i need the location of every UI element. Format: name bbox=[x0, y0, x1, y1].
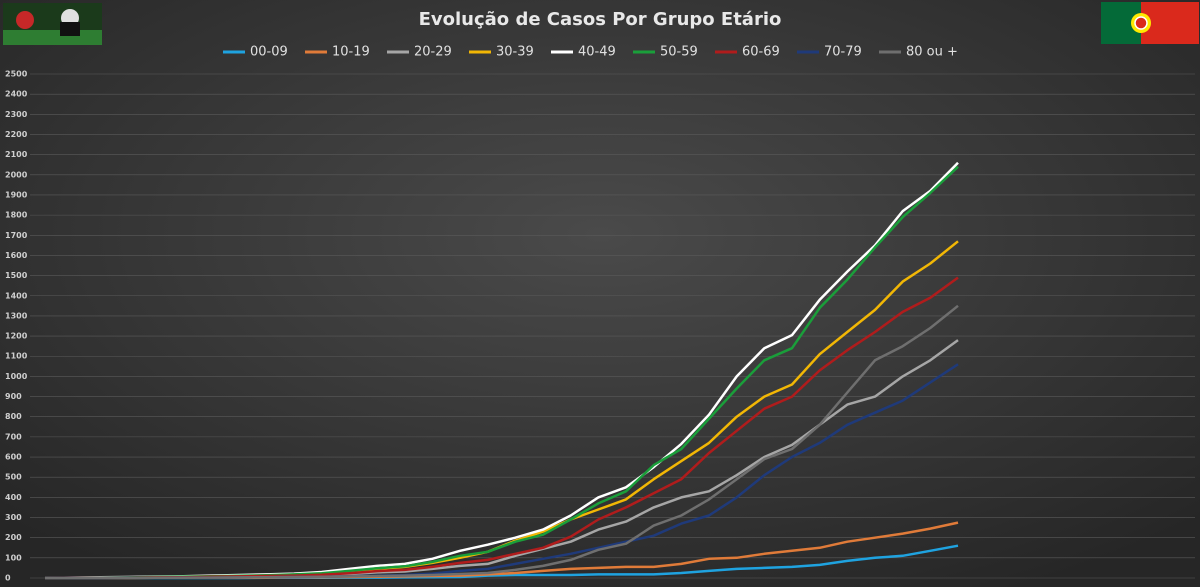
y-tick-label: 300 bbox=[5, 513, 22, 522]
legend-label: 70-79 bbox=[824, 45, 862, 60]
y-tick-label: 2300 bbox=[5, 110, 28, 119]
legend-label: 80 ou + bbox=[906, 45, 958, 60]
legend-label: 00-09 bbox=[250, 45, 288, 60]
legend-label: 60-69 bbox=[742, 45, 780, 60]
y-tick-label: 2100 bbox=[5, 150, 28, 159]
y-tick-label: 0 bbox=[5, 574, 11, 583]
y-tick-label: 1300 bbox=[5, 311, 28, 320]
y-tick-label: 600 bbox=[5, 453, 22, 462]
legend-label: 40-49 bbox=[578, 45, 616, 60]
legend-label: 10-19 bbox=[332, 45, 370, 60]
y-tick-label: 1800 bbox=[5, 211, 28, 220]
y-tick-label: 2200 bbox=[5, 130, 28, 139]
y-tick-label: 1200 bbox=[5, 332, 28, 341]
y-tick-label: 1500 bbox=[5, 271, 28, 280]
y-tick-label: 100 bbox=[5, 553, 22, 562]
y-tick-label: 900 bbox=[5, 392, 22, 401]
y-tick-label: 400 bbox=[5, 493, 22, 502]
y-tick-label: 1700 bbox=[5, 231, 28, 240]
logo bbox=[3, 3, 102, 45]
y-tick-label: 200 bbox=[5, 533, 22, 542]
chart-title: Evolução de Casos Por Grupo Etário bbox=[419, 9, 782, 30]
y-tick-label: 2500 bbox=[5, 70, 28, 79]
y-tick-label: 500 bbox=[5, 473, 22, 482]
y-tick-label: 1000 bbox=[5, 372, 28, 381]
legend-label: 20-29 bbox=[414, 45, 452, 60]
legend-label: 50-59 bbox=[660, 45, 698, 60]
y-tick-label: 1100 bbox=[5, 352, 28, 361]
y-tick-label: 1600 bbox=[5, 251, 28, 260]
y-tick-label: 700 bbox=[5, 432, 22, 441]
y-tick-label: 1900 bbox=[5, 190, 28, 199]
flag bbox=[1101, 2, 1199, 44]
y-tick-label: 2000 bbox=[5, 170, 28, 179]
series-line bbox=[45, 304, 959, 580]
y-tick-label: 1400 bbox=[5, 291, 28, 300]
y-tick-label: 800 bbox=[5, 412, 22, 421]
y-tick-label: 2400 bbox=[5, 90, 28, 99]
legend-label: 30-39 bbox=[496, 45, 534, 60]
